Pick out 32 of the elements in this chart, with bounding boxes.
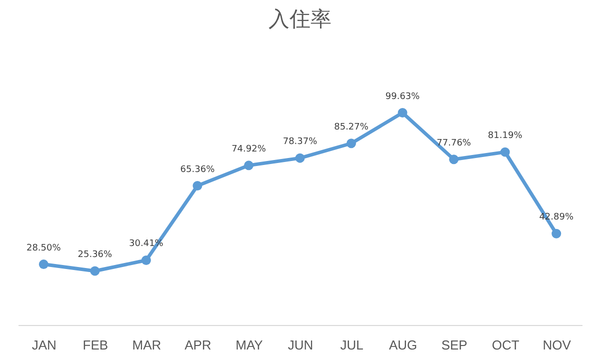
x-tick-label: SEP — [441, 338, 468, 352]
x-tick-label: JUL — [340, 338, 364, 352]
data-label: 81.19% — [488, 131, 523, 142]
point — [500, 147, 510, 157]
point — [90, 266, 100, 276]
data-label: 74.92% — [232, 144, 266, 154]
point — [346, 138, 356, 148]
x-tick-label: JUN — [288, 338, 314, 352]
x-tick-label: MAY — [236, 338, 264, 352]
data-label: 77.76% — [436, 138, 472, 148]
point — [192, 181, 202, 191]
x-tick-label: JAN — [32, 338, 56, 352]
x-tick-label: AUG — [388, 338, 418, 352]
point — [449, 154, 459, 164]
point — [398, 108, 408, 118]
data-label: 85.27% — [334, 122, 369, 132]
x-tick-label: MAR — [132, 338, 162, 352]
x-tick-label: OCT — [492, 338, 520, 352]
point — [38, 260, 48, 270]
data-label: 99.63% — [385, 92, 420, 102]
point — [295, 153, 305, 163]
chart-title: 入住率 — [268, 6, 332, 31]
x-tick-label: FEB — [82, 338, 108, 352]
data-label: 65.36% — [180, 164, 216, 175]
x-tick-label: APR — [184, 338, 212, 352]
data-label: 25.36% — [78, 250, 113, 260]
point — [552, 228, 562, 238]
point — [141, 255, 151, 265]
data-label: 28.50% — [26, 243, 62, 254]
x-tick-label: NOV — [542, 338, 572, 352]
data-label: 78.37% — [282, 137, 318, 148]
point — [244, 160, 254, 170]
